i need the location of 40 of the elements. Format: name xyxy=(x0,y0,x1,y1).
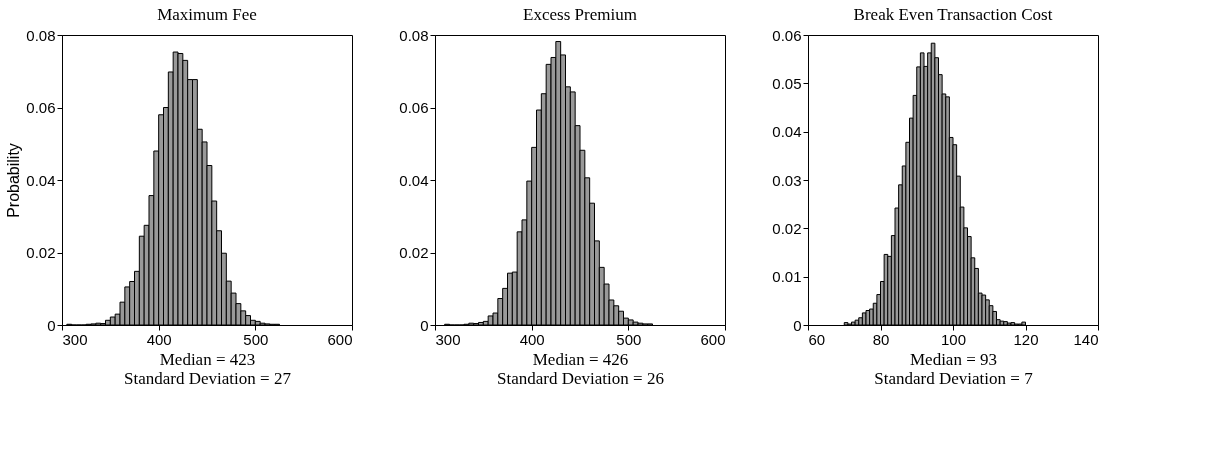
y-tick-label: 0.04 xyxy=(772,123,802,141)
chart-title: Excess Premium xyxy=(523,5,637,24)
y-tick-label: 0.05 xyxy=(772,74,802,92)
y-tick-label: 0.03 xyxy=(772,171,802,189)
y-tick-label: 0 xyxy=(420,316,429,334)
y-tick-label: 0 xyxy=(47,316,56,334)
y-tick-label: 0.06 xyxy=(26,99,56,116)
chart-title: Maximum Fee xyxy=(157,5,257,24)
x-tick-label: 300 xyxy=(62,330,88,348)
y-tick-label: 0.06 xyxy=(772,26,802,44)
text: Median = 423 xyxy=(159,349,256,369)
x-tick-label: 400 xyxy=(146,330,172,348)
y-tick-label: 0.02 xyxy=(26,244,56,261)
text: Median = 426 xyxy=(532,349,629,369)
y-tick-label: 0.04 xyxy=(26,171,56,189)
chart-title: Break Even Transaction Cost xyxy=(853,5,1053,24)
text: Standard Deviation = 27 xyxy=(124,368,292,388)
y-tick-label: 0.01 xyxy=(772,268,802,286)
x-tick-label: 140 xyxy=(1073,330,1099,348)
y-tick-label: 0.02 xyxy=(399,244,429,261)
x-tick-label: 120 xyxy=(1013,330,1039,348)
x-tick-label: 500 xyxy=(243,330,269,348)
x-tick-label: 500 xyxy=(616,330,642,348)
text: Standard Deviation = 7 xyxy=(874,368,1034,388)
x-tick-label: 600 xyxy=(700,330,726,348)
y-axis-title: Probability xyxy=(5,143,23,218)
y-tick-label: 0.08 xyxy=(399,26,429,44)
y-tick-label: 0.06 xyxy=(399,99,429,116)
y-tick-label: 0 xyxy=(793,316,802,334)
x-tick-label: 400 xyxy=(519,330,545,348)
text: Median = 93 xyxy=(909,349,998,369)
x-tick-label: 300 xyxy=(435,330,461,348)
text: Standard Deviation = 26 xyxy=(497,368,664,388)
y-tick-label: 0.04 xyxy=(399,171,429,189)
y-tick-label: 0.08 xyxy=(26,26,56,44)
y-tick-label: 0.02 xyxy=(772,219,802,237)
x-tick-label: 60 xyxy=(808,330,826,348)
x-tick-label: 80 xyxy=(872,330,890,348)
x-tick-label: 100 xyxy=(940,330,967,348)
x-tick-label: 600 xyxy=(327,330,353,348)
